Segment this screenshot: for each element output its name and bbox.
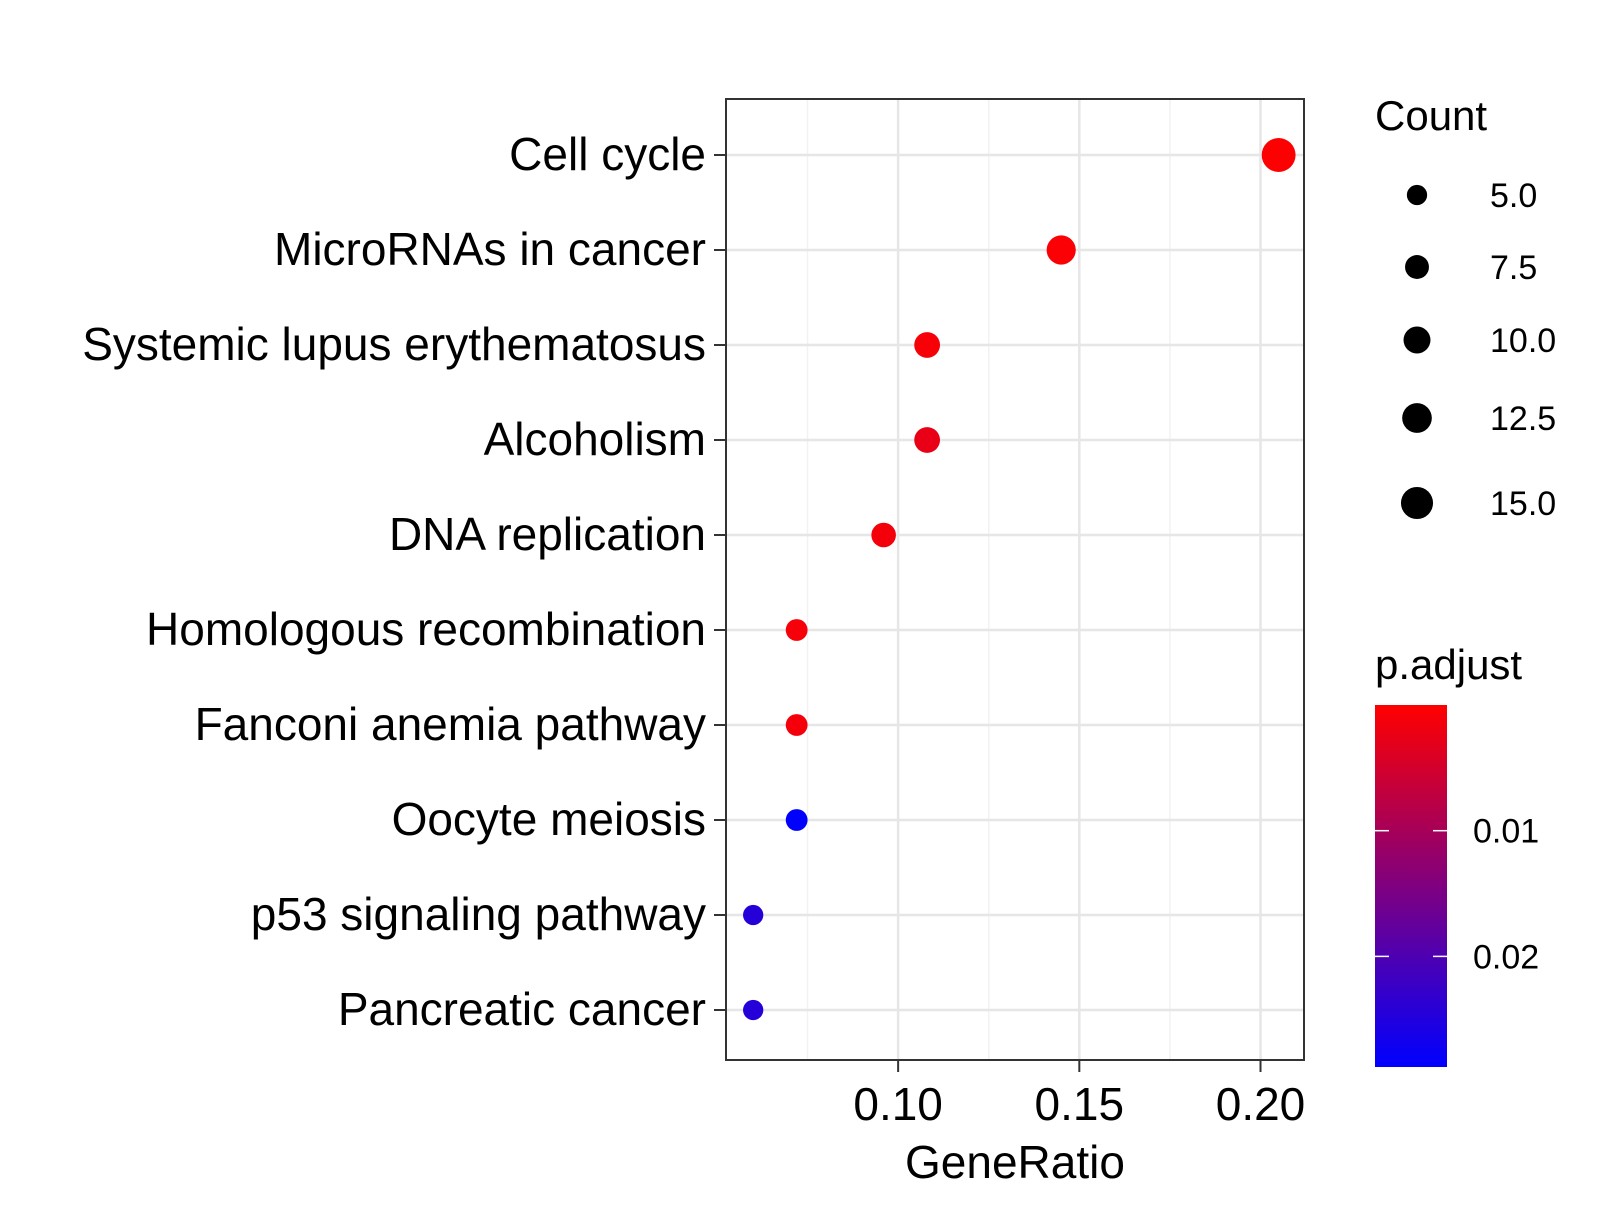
y-tick-label: p53 signaling pathway: [251, 888, 706, 940]
y-tick-label: DNA replication: [389, 508, 706, 560]
y-tick-label: Pancreatic cancer: [338, 983, 706, 1035]
padjust-colorbar-ticks: 0.01 0.02: [1375, 813, 1539, 976]
count-legend-key: [1403, 326, 1431, 354]
count-legend-items: 5.0 7.5 10.0 12.5 15.0: [1400, 177, 1556, 523]
panel-border: [725, 98, 1305, 1061]
count-legend-key: [1402, 403, 1432, 433]
padjust-colorbar: [1375, 705, 1447, 1067]
data-point: [785, 714, 808, 736]
count-legend-title: Count: [1375, 92, 1487, 139]
count-legend-label: 7.5: [1490, 249, 1537, 287]
data-point: [743, 904, 764, 926]
count-legend-key: [1400, 486, 1434, 520]
x-tick-label: 0.15: [1035, 1078, 1125, 1130]
data-points: [743, 138, 1296, 1021]
count-legend: Count 5.0 7.5 10.0 12.5 15.0: [1375, 92, 1556, 523]
y-tick-label: MicroRNAs in cancer: [274, 223, 706, 275]
data-point: [785, 619, 808, 641]
count-legend-label: 5.0: [1490, 177, 1537, 215]
y-tick-label: Homologous recombination: [146, 603, 706, 655]
count-legend-key: [1406, 184, 1428, 206]
data-point: [914, 427, 941, 453]
count-legend-label: 15.0: [1490, 485, 1556, 523]
x-axis-title: GeneRatio: [905, 1136, 1125, 1188]
y-tick-label: Cell cycle: [509, 128, 706, 180]
x-tick-label: 0.10: [853, 1078, 943, 1130]
count-legend-label: 12.5: [1490, 400, 1556, 438]
padjust-legend-title: p.adjust: [1375, 641, 1522, 688]
x-tick-label: 0.20: [1216, 1078, 1306, 1130]
grid-lines: [726, 99, 1304, 1060]
panel-background: [726, 99, 1304, 1060]
data-point: [1261, 138, 1296, 172]
y-tick-label: Oocyte meiosis: [392, 793, 706, 845]
y-tick-label: Fanconi anemia pathway: [195, 698, 706, 750]
x-axis: 0.10 0.15 0.20: [853, 1060, 1305, 1130]
data-point: [914, 332, 941, 358]
padjust-legend: p.adjust 0.01 0.02: [1375, 641, 1539, 1067]
y-tick-label: Alcoholism: [484, 413, 706, 465]
data-point: [785, 809, 808, 831]
data-point: [743, 999, 764, 1021]
y-tick-label: Systemic lupus erythematosus: [82, 318, 706, 370]
count-legend-label: 10.0: [1490, 322, 1556, 360]
colorbar-tick-label: 0.01: [1473, 813, 1539, 851]
data-point: [871, 522, 896, 548]
plot-panel: [725, 98, 1305, 1061]
data-point: [1046, 235, 1076, 265]
count-legend-key: [1405, 255, 1429, 279]
y-axis: Cell cycle MicroRNAs in cancer Systemic lu…: [82, 128, 726, 1035]
colorbar-tick-label: 0.02: [1473, 938, 1539, 976]
